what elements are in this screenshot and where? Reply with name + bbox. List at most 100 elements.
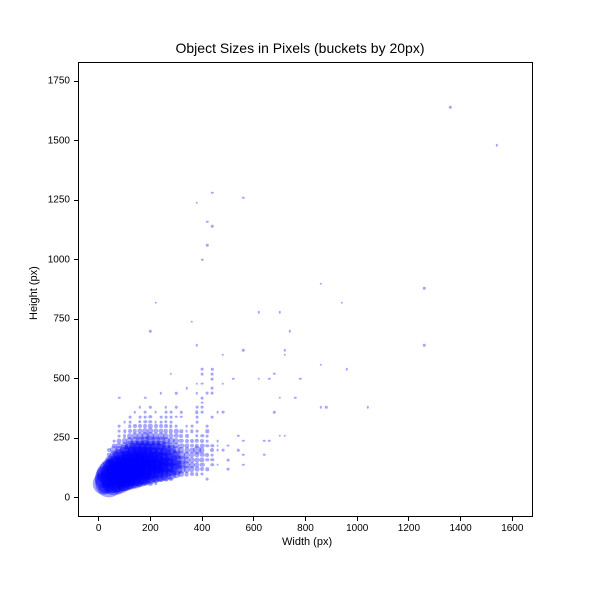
x-tick-label: 0: [96, 523, 102, 534]
scatter-point: [196, 430, 199, 433]
scatter-point: [143, 424, 147, 428]
y-tick-label: 0: [64, 492, 70, 503]
scatter-point: [216, 439, 219, 442]
scatter-point: [205, 453, 209, 457]
scatter-point: [200, 467, 204, 471]
scatter-point: [216, 444, 219, 447]
scatter-point: [206, 477, 209, 480]
scatter-point: [154, 411, 157, 414]
scatter-point: [194, 467, 199, 472]
scatter-point: [216, 411, 219, 414]
scatter-point: [133, 424, 137, 428]
y-tick-label: 1250: [48, 195, 70, 206]
scatter-point: [190, 439, 194, 443]
x-tick-label: 1200: [398, 523, 420, 534]
x-tick-mark: [512, 517, 513, 521]
scatter-point: [206, 439, 209, 442]
scatter-point: [201, 401, 204, 404]
scatter-point: [164, 424, 168, 428]
scatter-point: [158, 429, 163, 434]
scatter-point: [185, 434, 189, 438]
scatter-point: [118, 425, 121, 428]
scatter-point: [113, 439, 116, 442]
x-tick-mark: [305, 517, 306, 521]
scatter-point: [170, 411, 173, 414]
scatter-point: [138, 424, 142, 428]
scatter-point: [210, 448, 214, 452]
scatter-point: [170, 420, 173, 423]
scatter-point: [159, 416, 162, 419]
chart-title: Object Sizes in Pixels (buckets by 20px): [0, 40, 600, 56]
scatter-point: [211, 392, 214, 395]
x-tick-mark: [150, 517, 151, 521]
scatter-point: [196, 416, 199, 419]
scatter-point: [154, 420, 157, 423]
x-tick-label: 1000: [346, 523, 368, 534]
scatter-point: [196, 406, 199, 409]
y-axis-label: Height (px): [28, 266, 40, 320]
scatter-point: [164, 411, 167, 414]
scatter-point: [170, 416, 173, 419]
scatter-point: [201, 368, 204, 371]
scatter-point: [144, 416, 147, 419]
x-tick-label: 600: [245, 523, 262, 534]
scatter-point: [164, 416, 167, 419]
scatter-point: [227, 458, 230, 461]
scatter-point: [123, 420, 126, 423]
scatter-point: [190, 425, 193, 428]
scatter-point: [211, 373, 214, 376]
scatter-point: [201, 373, 204, 376]
scatter-point: [211, 377, 214, 380]
y-tick-label: 750: [53, 314, 70, 325]
scatter-point: [216, 449, 219, 452]
y-tick-label: 500: [53, 373, 70, 384]
y-tick-label: 1750: [48, 76, 70, 87]
scatter-point: [200, 439, 204, 443]
scatter-point: [185, 439, 189, 443]
x-tick-mark: [253, 517, 254, 521]
scatter-point: [179, 434, 183, 438]
x-axis-label: Width (px): [282, 536, 332, 548]
scatter-point: [206, 392, 209, 395]
scatter-point: [221, 411, 224, 414]
x-tick-mark: [98, 517, 99, 521]
x-tick-label: 800: [297, 523, 314, 534]
scatter-point: [128, 420, 131, 423]
scatter-point: [118, 430, 121, 433]
scatter-point: [154, 424, 158, 428]
scatter-point: [185, 430, 188, 433]
scatter-point: [206, 435, 209, 438]
scatter-point: [128, 416, 131, 419]
y-tick-mark: [74, 319, 78, 320]
x-tick-mark: [460, 517, 461, 521]
x-tick-label: 1400: [449, 523, 471, 534]
x-tick-label: 400: [194, 523, 211, 534]
y-tick-mark: [74, 438, 78, 439]
y-tick-label: 1500: [48, 135, 70, 146]
y-tick-mark: [74, 259, 78, 260]
scatter-point: [144, 411, 147, 414]
x-tick-mark: [202, 517, 203, 521]
scatter-point: [196, 420, 199, 423]
scatter-point: [190, 472, 194, 476]
scatter-point: [211, 416, 214, 419]
scatter-point: [128, 429, 132, 433]
scatter-point: [216, 463, 219, 466]
y-tick-mark: [74, 81, 78, 82]
scatter-point: [201, 382, 204, 385]
x-tick-mark: [357, 517, 358, 521]
scatter-point: [201, 406, 204, 409]
scatter-point: [227, 444, 230, 447]
scatter-point: [206, 425, 209, 428]
y-tick-mark: [74, 140, 78, 141]
y-tick-label: 250: [53, 433, 70, 444]
x-tick-mark: [408, 517, 409, 521]
scatter-point: [139, 416, 142, 419]
scatter-point: [175, 425, 178, 428]
scatter-point: [123, 434, 127, 438]
x-tick-label: 1600: [501, 523, 523, 534]
scatter-point: [185, 425, 188, 428]
scatter-point: [211, 454, 214, 457]
scatter-point: [211, 387, 214, 390]
y-tick-mark: [74, 497, 78, 498]
